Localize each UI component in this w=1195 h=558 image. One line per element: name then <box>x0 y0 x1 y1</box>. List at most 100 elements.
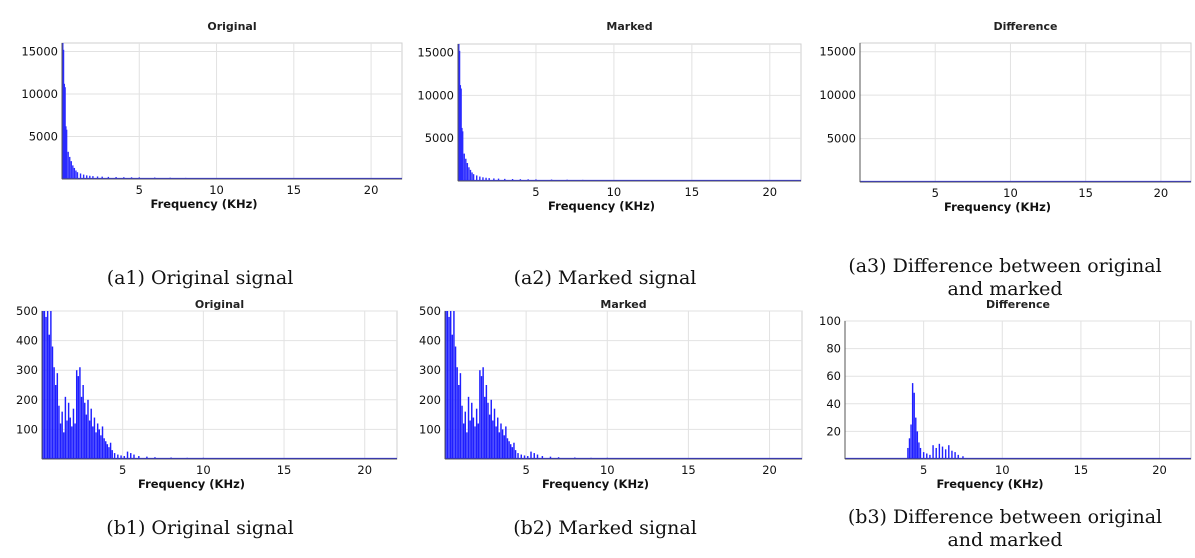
spectrum-bar <box>43 311 46 459</box>
spectrum-bar <box>70 161 72 179</box>
plot-area <box>457 43 802 182</box>
spectrum-bar <box>500 423 502 459</box>
spectrum-bar <box>454 346 457 459</box>
spectrum-bar <box>948 445 950 459</box>
spectrum-bar <box>109 442 112 459</box>
spectrum-bar <box>482 367 484 459</box>
x-tick-label: 10 <box>1003 186 1018 200</box>
spectrum-bar <box>82 174 85 179</box>
y-tick-label: 100 <box>16 422 38 436</box>
spectrum-bar <box>45 316 47 459</box>
spectrum-bar <box>484 396 486 459</box>
spectrum-bar <box>50 311 52 459</box>
spectrum-bar <box>54 385 57 459</box>
caption-b2: (b2) Marked signal <box>513 517 697 539</box>
plot-area <box>444 310 803 460</box>
spectrum-bar <box>487 402 489 459</box>
spectrum-bar <box>469 169 472 181</box>
spectrum-bar <box>101 176 103 179</box>
spectrum-bar <box>501 429 504 459</box>
spectrum-bar <box>919 447 922 459</box>
plot-area <box>61 42 403 180</box>
spectrum-bar <box>464 411 467 459</box>
spectrum-bar <box>469 420 471 459</box>
spectrum-bar <box>65 126 67 179</box>
y-tick-label: 15000 <box>819 45 856 59</box>
y-tick-label: 20 <box>826 424 841 438</box>
spectrum-bar <box>957 454 959 459</box>
spectrum-bar <box>76 172 79 179</box>
y-tick-label: 500 <box>16 304 38 318</box>
x-axis-label: Frequency (KHz) <box>944 200 1051 214</box>
spectrum-bar <box>520 454 522 459</box>
spectrum-bar <box>96 423 99 459</box>
spectrum-bar <box>458 385 460 459</box>
x-tick-label: 15 <box>685 185 700 199</box>
caption-a1: (a1) Original signal <box>106 267 294 289</box>
plot-area <box>844 320 1192 460</box>
spectrum-bar <box>506 438 509 459</box>
spectrum-bar <box>932 445 934 459</box>
spectrum-bar <box>505 426 507 459</box>
chart-title: Difference <box>986 298 1050 311</box>
spectrum-bar <box>46 311 49 459</box>
chart-title: Difference <box>994 20 1058 33</box>
spectrum-bar <box>513 442 515 459</box>
spectrum-bar <box>492 420 494 459</box>
chart-a1-svg: Original 5 10 15 20 5000 10000 15000 Frequency (… <box>21 20 403 211</box>
caption-a3-line2: and marked <box>947 278 1063 300</box>
spectrum-bar <box>105 441 107 459</box>
spectrum-bar <box>51 346 54 459</box>
spectrum-bar <box>908 438 911 459</box>
x-tick-label: 10 <box>607 185 622 199</box>
spectrum-bar <box>96 176 99 179</box>
x-tick-label: 15 <box>1074 463 1089 477</box>
spectrum-bar <box>954 452 956 459</box>
spectrum-bar <box>962 456 964 459</box>
spectrum-bar <box>910 424 912 459</box>
spectrum-bar <box>463 153 465 181</box>
spectrum-bar <box>72 165 74 179</box>
x-tick-label: 5 <box>119 463 126 477</box>
x-tick-label: 5 <box>136 183 143 197</box>
spectrum-bar <box>92 176 94 179</box>
caption-b3-line2: and marked <box>947 529 1063 551</box>
spectrum-bar <box>74 423 76 459</box>
spectrum-bar <box>92 426 94 459</box>
spectrum-bar <box>98 429 101 459</box>
spectrum-bar <box>461 405 463 459</box>
spectrum-bar <box>75 170 77 179</box>
y-tick-label: 300 <box>16 363 38 377</box>
chart-title: Original <box>207 20 256 33</box>
spectrum-bar <box>126 451 129 459</box>
spectrum-bar <box>461 127 463 181</box>
spectrum-bar <box>72 408 75 459</box>
spectrum-bar <box>458 50 461 181</box>
x-axis-label: Frequency (KHz) <box>150 197 257 211</box>
spectrum-bar <box>461 131 464 181</box>
spectrum-bar <box>929 454 931 459</box>
caption-a2: (a2) Marked signal <box>513 267 697 289</box>
spectrum-bar <box>113 453 116 459</box>
spectrum-bar <box>80 396 83 459</box>
spectrum-bar <box>93 417 96 459</box>
chart-a2-svg: Marked 5 10 15 20 5000 10000 15000 Frequency (KH… <box>417 20 802 213</box>
spectrum-bar <box>67 402 70 459</box>
spectrum-bar <box>133 454 135 459</box>
spectrum-bar <box>466 163 469 181</box>
chart-a3-svg: Difference 5 10 15 20 5000 10000 15000 Frequency… <box>819 20 1192 214</box>
chart-b2-svg: Marked 5 10 15 20 100 200 300 400 500 Frequency (K… <box>419 298 803 491</box>
spectrum-bar <box>108 447 110 459</box>
caption-b1: (b1) Original signal <box>106 517 294 539</box>
spectrum-bar <box>117 454 119 459</box>
spectrum-bar <box>467 396 470 459</box>
spectrum-bar <box>62 43 64 179</box>
spectrum-bar <box>64 396 67 459</box>
x-tick-label: 15 <box>286 183 301 197</box>
y-tick-label: 5000 <box>425 131 454 145</box>
x-tick-label: 20 <box>357 463 372 477</box>
y-tick-label: 5000 <box>29 130 58 144</box>
x-tick-label: 20 <box>762 185 777 199</box>
spectrum-bar <box>941 446 944 459</box>
spectrum-bar <box>103 438 105 459</box>
